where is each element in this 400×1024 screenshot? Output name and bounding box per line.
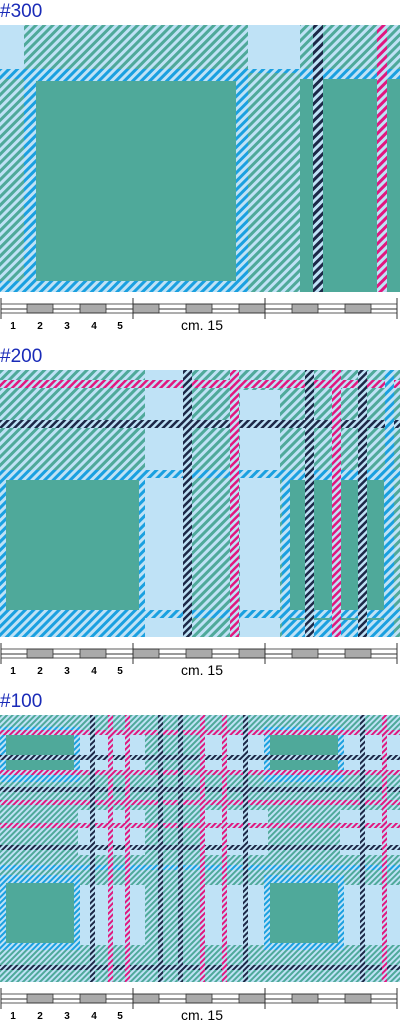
ruler-digit: 1: [10, 321, 16, 332]
ruler-digit: 3: [64, 1011, 70, 1022]
tartan-swatch: [0, 370, 400, 637]
ruler-digit: 4: [91, 321, 97, 332]
ruler-digit: 2: [37, 666, 43, 677]
tartan-section-300: #300: [0, 0, 400, 340]
centimeter-ruler: 1 2 3 4 5 cm. 15: [0, 298, 398, 333]
centimeter-ruler: 1 2 3 4 5 cm. 15: [0, 643, 398, 678]
tartan-section-100: #100: [0, 690, 400, 1023]
ruler-digit: 5: [117, 666, 123, 677]
ruler-caption: cm. 15: [181, 317, 223, 333]
ruler-digit: 2: [37, 321, 43, 332]
ruler-caption: cm. 15: [181, 1007, 223, 1023]
ruler-digit: 4: [91, 1011, 97, 1022]
centimeter-ruler: 1 2 3 4 5 cm. 15: [0, 988, 398, 1023]
ruler-digit: 1: [10, 666, 16, 677]
ruler-digit: 5: [117, 1011, 123, 1022]
size-label: #300: [0, 1, 43, 22]
size-label: #200: [0, 346, 43, 367]
ruler-digit: 4: [91, 666, 97, 677]
tartan-swatch: [0, 715, 400, 982]
ruler-digit: 1: [10, 1011, 16, 1022]
tartan-swatch: [0, 25, 400, 292]
size-label: #100: [0, 691, 43, 712]
ruler-caption: cm. 15: [181, 662, 223, 678]
ruler-digit: 3: [64, 321, 70, 332]
ruler-digit: 2: [37, 1011, 43, 1022]
ruler-digit: 5: [117, 321, 123, 332]
tartan-section-200: #200: [0, 345, 400, 685]
ruler-digit: 3: [64, 666, 70, 677]
